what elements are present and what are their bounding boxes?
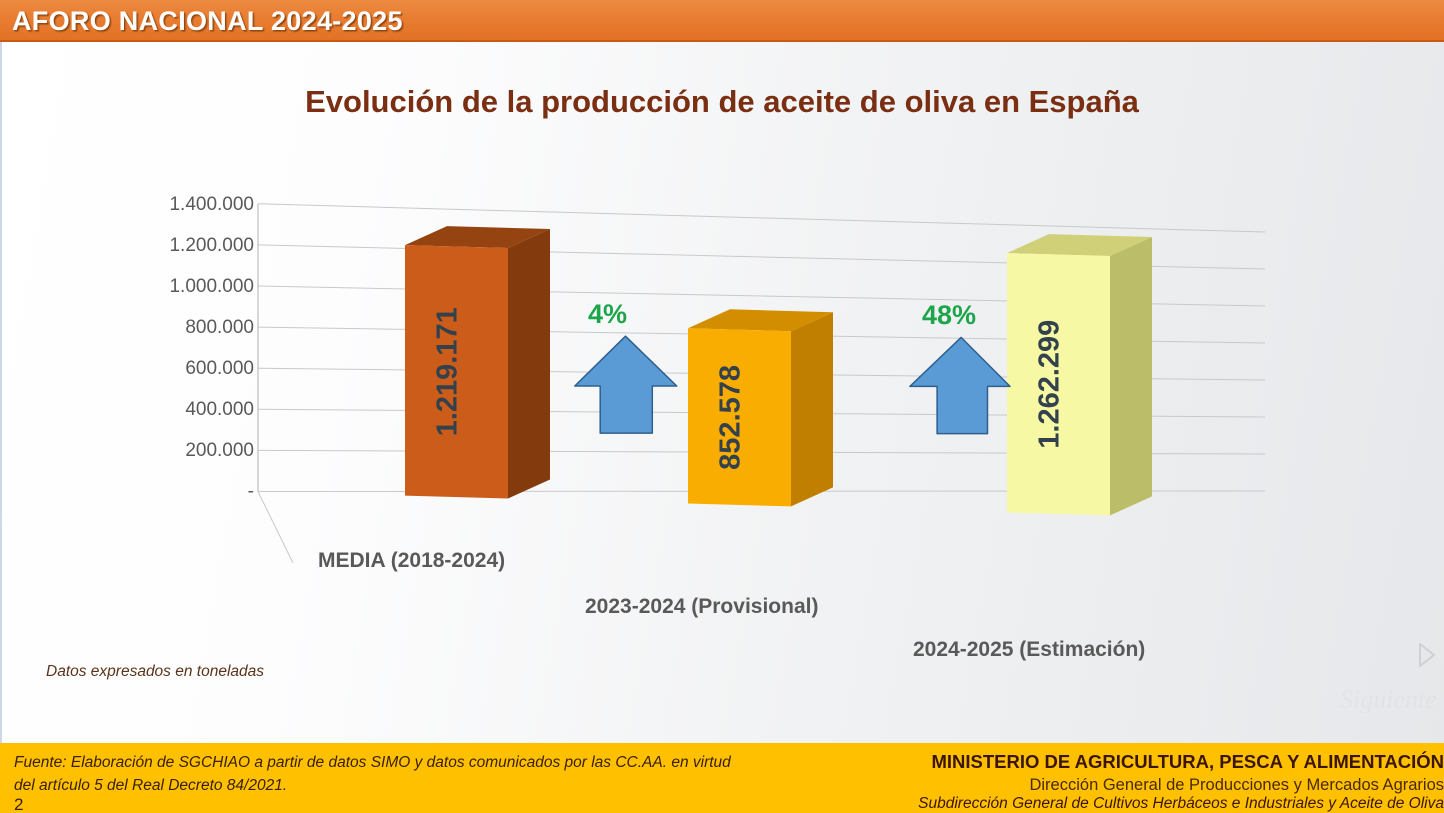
svg-text:48%: 48%: [922, 300, 976, 330]
svg-text:2024-2025 (Estimación): 2024-2025 (Estimación): [913, 638, 1145, 661]
svg-text:-: -: [248, 481, 254, 502]
svg-text:4%: 4%: [588, 299, 627, 329]
svg-text:1.200.000: 1.200.000: [169, 235, 254, 256]
svg-text:400.000: 400.000: [185, 399, 254, 420]
svg-text:200.000: 200.000: [185, 440, 254, 461]
svg-text:600.000: 600.000: [185, 358, 254, 379]
svg-text:1.400.000: 1.400.000: [169, 194, 254, 215]
svg-text:MEDIA (2018-2024): MEDIA (2018-2024): [318, 549, 505, 572]
svg-text:2023-2024 (Provisional): 2023-2024 (Provisional): [585, 595, 818, 618]
svg-text:1.219.171: 1.219.171: [432, 307, 464, 436]
svg-text:800.000: 800.000: [185, 317, 254, 338]
svg-text:852.578: 852.578: [715, 365, 747, 470]
svg-text:1.000.000: 1.000.000: [169, 276, 254, 297]
svg-text:1.262.299: 1.262.299: [1034, 320, 1066, 449]
